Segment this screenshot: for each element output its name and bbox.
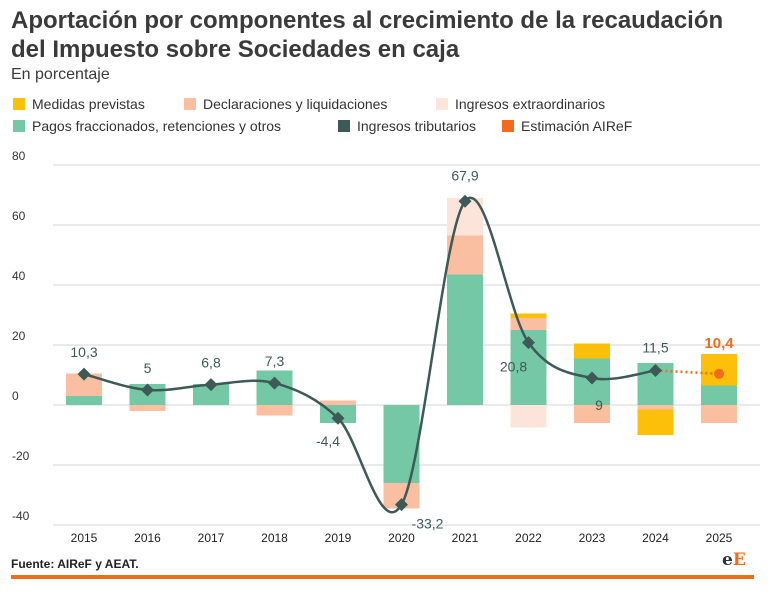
- bar-segment: [701, 385, 737, 405]
- legend-item: Declaraciones y liquidaciones: [184, 96, 387, 112]
- bar-segment: [574, 343, 610, 359]
- legend-swatch: [13, 120, 25, 132]
- legend-label: Medidas previstas: [32, 96, 145, 112]
- bar-segment: [193, 384, 229, 405]
- legend-item: Ingresos tributarios: [338, 118, 476, 134]
- bar-segment: [66, 396, 102, 405]
- bar-segment: [320, 400, 356, 405]
- legend-swatch: [13, 98, 25, 110]
- legend-item: Medidas previstas: [13, 96, 145, 112]
- logo-letter-e: e: [722, 550, 733, 570]
- line-data-label: 5: [144, 360, 152, 376]
- x-tick-label: 2016: [134, 531, 161, 545]
- brand-logo: eE: [722, 550, 746, 570]
- line-data-label: 7,3: [265, 353, 285, 369]
- y-tick-label: 60: [12, 209, 26, 223]
- line-point: [649, 364, 662, 377]
- bar-segment: [129, 405, 166, 411]
- line-data-label: 20,8: [500, 359, 527, 375]
- bar-segment: [637, 405, 674, 410]
- bar-segment: [510, 318, 547, 330]
- line-point: [204, 378, 218, 392]
- bar-segment: [701, 405, 737, 423]
- legend-swatch: [502, 120, 514, 132]
- legend-label: Declaraciones y liquidaciones: [203, 96, 388, 112]
- x-tick-label: 2017: [198, 531, 225, 545]
- y-tick-label: -20: [12, 449, 30, 463]
- x-tick-label: 2023: [579, 531, 606, 545]
- estimate-connector: [655, 369, 720, 376]
- legend-item: Ingresos extraordinarios: [436, 96, 605, 112]
- y-tick-label: 20: [12, 329, 26, 343]
- line-data-label: 11,5: [642, 340, 668, 356]
- bar-segment: [66, 373, 102, 396]
- line-point: [458, 194, 472, 208]
- line-point: [585, 371, 599, 385]
- line-point: [268, 376, 281, 390]
- legend-swatch: [184, 98, 196, 110]
- line-point: [141, 383, 154, 397]
- bar-segment: [510, 405, 547, 428]
- x-tick-label: 2019: [325, 531, 352, 545]
- legend-label: Ingresos extraordinarios: [455, 96, 606, 112]
- chart-title: Aportación por componentes al crecimient…: [11, 7, 724, 63]
- line-point: [395, 498, 408, 512]
- x-tick-label: 2020: [388, 531, 415, 545]
- line-data-label: 9: [595, 397, 603, 413]
- bar-segment: [256, 405, 293, 416]
- estimate-data-label: 10,4: [704, 335, 734, 352]
- x-tick-label: 2021: [452, 531, 479, 545]
- bar-segment: [510, 313, 547, 318]
- legend-label: Pagos fraccionados, retenciones y otros: [32, 118, 282, 134]
- line-point: [331, 411, 345, 425]
- line-data-label: 6,8: [201, 355, 221, 371]
- line-data-label: -33,2: [412, 516, 444, 532]
- chart-subtitle: En porcentaje: [11, 66, 110, 83]
- legend-label: Estimación AIReF: [521, 118, 633, 134]
- y-tick-label: 0: [12, 389, 19, 403]
- x-tick-label: 2022: [515, 531, 542, 545]
- line-data-label: 67,9: [451, 167, 478, 183]
- legend-item: Pagos fraccionados, retenciones y otros: [13, 118, 281, 134]
- footer-bar: [11, 575, 754, 579]
- legend: Medidas previstas Declaraciones y liquida…: [13, 96, 753, 144]
- logo-letter-E: E: [732, 550, 746, 570]
- x-tick-label: 2025: [706, 531, 733, 545]
- legend-item: Estimación AIReF: [502, 118, 632, 134]
- bar-segment: [637, 409, 674, 435]
- line-data-label: 10,3: [70, 344, 97, 360]
- y-tick-label: 80: [12, 149, 26, 163]
- line-data-label: -4,4: [316, 433, 340, 449]
- bar-segment: [383, 405, 420, 483]
- source-note: Fuente: AIReF y AEAT.: [11, 557, 139, 571]
- y-tick-label: 40: [12, 269, 26, 283]
- legend-label: Ingresos tributarios: [357, 118, 477, 134]
- x-tick-label: 2015: [71, 531, 98, 545]
- line-point: [77, 367, 91, 381]
- bar-segment: [447, 274, 483, 405]
- line-point: [522, 336, 535, 350]
- x-tick-label: 2024: [642, 531, 669, 545]
- estimate-point: [714, 368, 724, 379]
- x-tick-label: 2018: [261, 531, 288, 545]
- bar-segment: [574, 405, 610, 423]
- y-tick-label: -40: [12, 509, 30, 523]
- legend-swatch: [436, 98, 448, 110]
- legend-swatch: [338, 120, 350, 132]
